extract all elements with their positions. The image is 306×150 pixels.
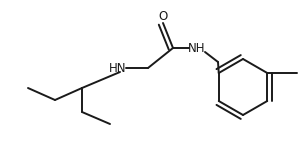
Text: HN: HN <box>109 61 127 75</box>
Text: NH: NH <box>188 42 206 54</box>
Text: O: O <box>159 9 168 22</box>
